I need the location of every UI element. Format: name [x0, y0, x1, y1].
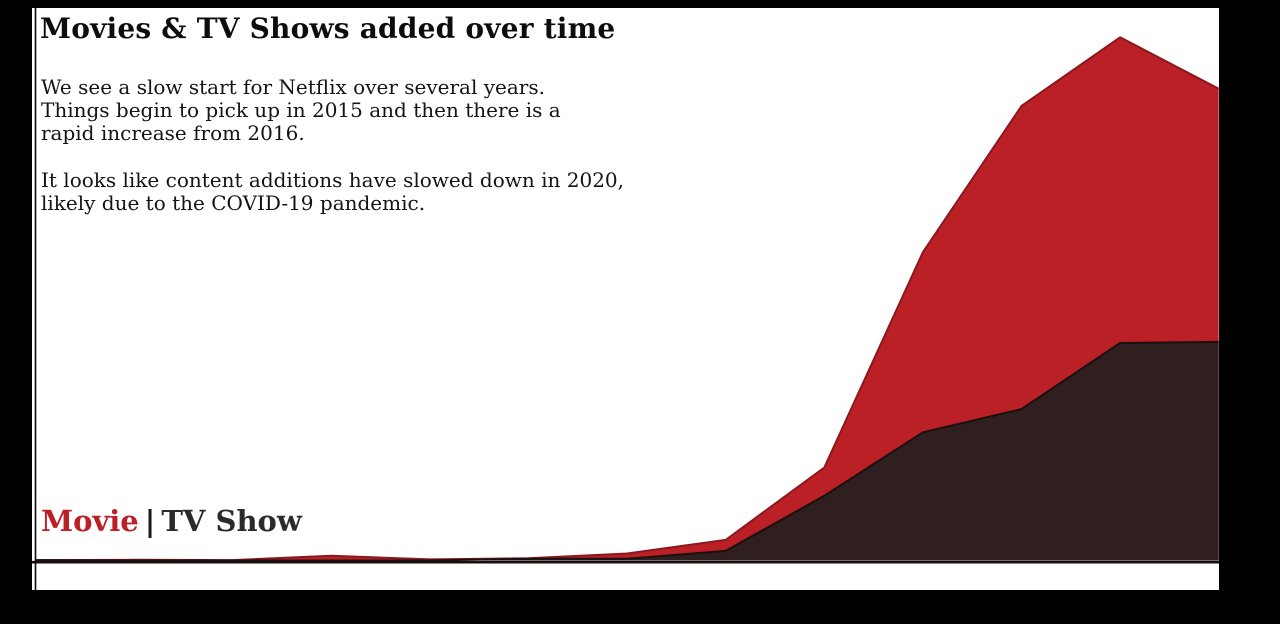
movie-area [35, 37, 1219, 561]
tv-show-line [35, 340, 1219, 562]
tv-show-area [35, 341, 1219, 561]
area-chart [32, 8, 1219, 590]
figure-panel: Movies & TV Shows added over time We see… [32, 8, 1219, 590]
